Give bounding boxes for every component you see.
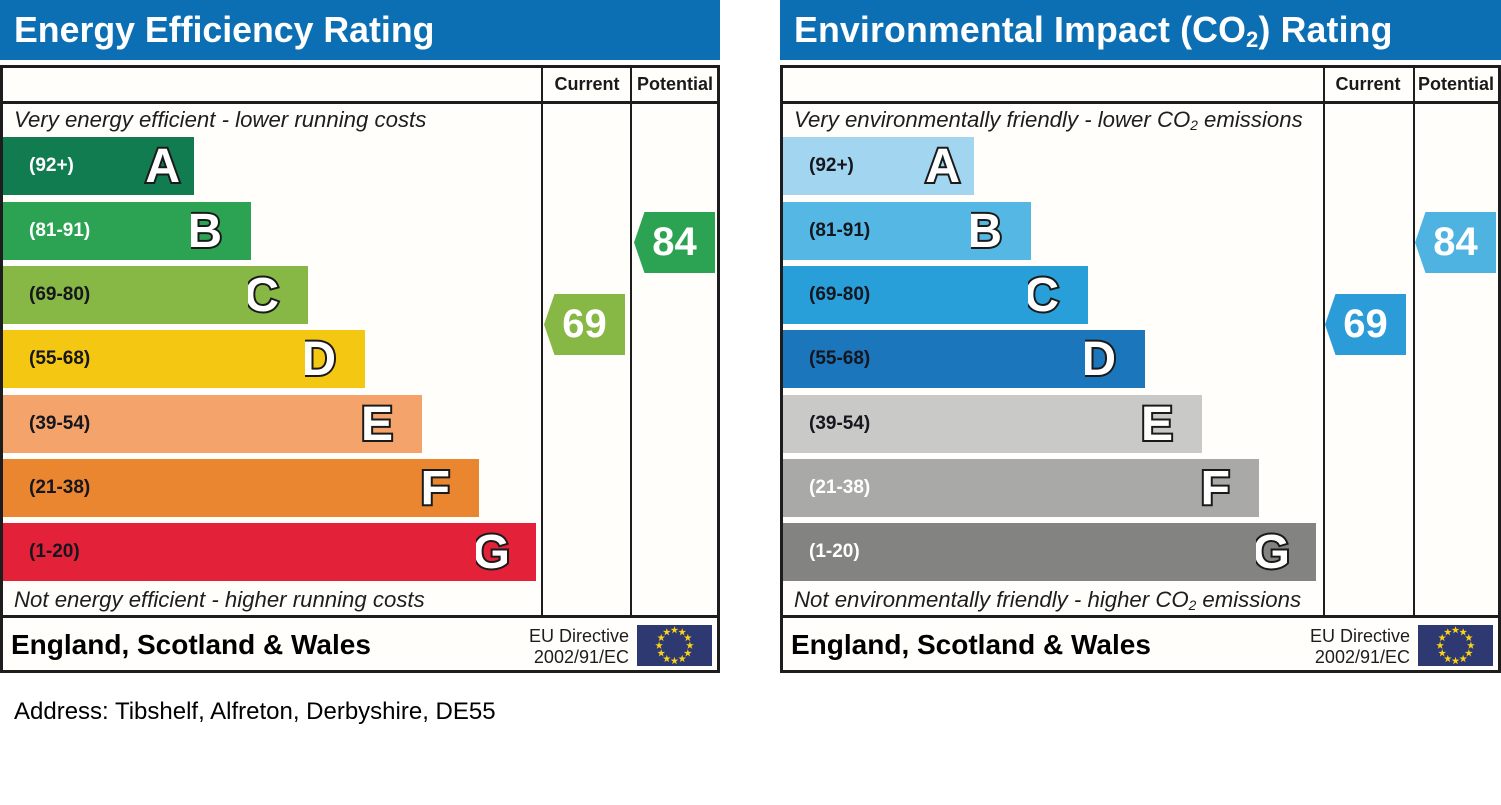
svg-text:C: C <box>248 269 279 322</box>
svg-text:C: C <box>1028 269 1059 322</box>
svg-text:E: E <box>362 398 393 451</box>
svg-text:G: G <box>476 526 510 579</box>
svg-text:B: B <box>971 205 1002 258</box>
svg-text:D: D <box>1085 333 1116 386</box>
svg-text:A: A <box>925 140 960 193</box>
svg-text:E: E <box>1142 398 1173 451</box>
svg-text:A: A <box>145 140 180 193</box>
svg-text:G: G <box>1256 526 1290 579</box>
svg-text:F: F <box>1201 462 1230 515</box>
svg-text:F: F <box>421 462 450 515</box>
svg-text:B: B <box>191 205 222 258</box>
svg-text:D: D <box>305 333 336 386</box>
